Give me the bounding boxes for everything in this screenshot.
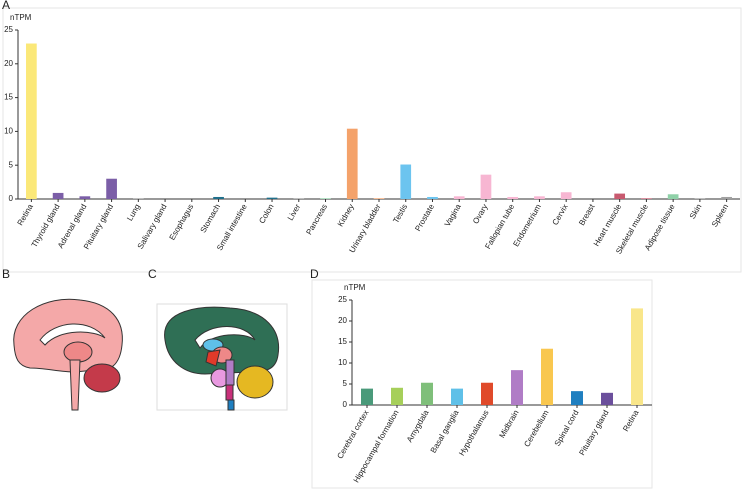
bar: [391, 387, 403, 405]
x-tick-label: Skin: [688, 203, 704, 221]
y-tick-label: 0: [9, 194, 14, 203]
x-tick-label: Amygdala: [405, 408, 431, 444]
x-tick-label: Basal ganglia: [429, 408, 461, 455]
y-tick-label: 10: [4, 127, 13, 136]
bar: [507, 196, 519, 199]
bar: [480, 174, 492, 199]
bar: [721, 196, 732, 199]
bar: [26, 43, 37, 199]
bar: [373, 198, 385, 199]
y-tick-label: 15: [4, 93, 13, 102]
panel-d-frame: [311, 279, 653, 489]
bar: [106, 178, 117, 199]
x-tick-label: Ovary: [471, 203, 489, 226]
x-tick-label: Retina: [16, 202, 36, 227]
x-tick-label: Hypothalamus: [457, 409, 490, 458]
x-tick-label: Lung: [125, 203, 142, 223]
x-tick-label: Midbrain: [497, 409, 520, 440]
bar: [534, 196, 545, 199]
panel-c-frame: [156, 303, 288, 411]
x-tick-label: Esophagus: [168, 203, 196, 242]
y-tick-label: 5: [9, 160, 14, 169]
bar: [293, 198, 305, 199]
bar: [694, 198, 706, 199]
x-tick-label: Endometrium: [511, 202, 543, 248]
bar: [400, 164, 412, 199]
bar: [631, 308, 643, 405]
bar: [601, 392, 613, 405]
bar: [427, 196, 438, 199]
bar: [132, 198, 144, 199]
bar: [571, 391, 583, 405]
x-tick-label: Spinal cord: [553, 409, 581, 448]
x-tick-label: Kidney: [336, 203, 356, 229]
x-tick-label: Breast: [577, 202, 597, 227]
bar: [511, 370, 523, 405]
y-tick-label: 25: [338, 295, 347, 304]
y-tick-label: 15: [338, 337, 347, 346]
x-tick-label: Stomach: [199, 203, 223, 235]
bar: [481, 382, 493, 405]
y-tick-label: 20: [4, 59, 13, 68]
bar: [667, 194, 679, 199]
bar: [361, 388, 373, 405]
x-tick-label: Liver: [286, 202, 303, 222]
bar: [560, 192, 572, 199]
y-tick-label: 20: [338, 316, 347, 325]
bar: [451, 388, 463, 405]
x-tick-label: Pituitary gland: [577, 409, 610, 457]
x-tick-label: Pancreas: [304, 203, 329, 237]
x-tick-label: Cerebellum: [522, 408, 550, 448]
bar: [320, 198, 331, 199]
x-tick-label: Pituitary gland: [82, 203, 115, 251]
x-tick-label: Testis: [391, 203, 409, 225]
bar: [79, 196, 91, 199]
bar: [421, 382, 433, 405]
y-tick-label: 10: [338, 358, 347, 367]
bar: [453, 196, 465, 199]
bar: [641, 198, 652, 199]
y-tick-label: 25: [4, 25, 13, 34]
x-tick-label: Cerebral cortex: [335, 409, 370, 461]
panel-label: A: [2, 0, 10, 12]
panel-a-frame: [2, 7, 742, 273]
x-tick-label: Spleen: [710, 203, 730, 229]
y-axis-label: nTPM: [344, 283, 366, 292]
bar: [266, 197, 278, 199]
y-tick-label: 5: [343, 379, 348, 388]
x-tick-label: Salivary gland: [136, 203, 169, 251]
bar: [614, 193, 626, 199]
x-tick-label: Heart muscle: [592, 202, 624, 248]
panel-label: C: [148, 267, 157, 281]
bar: [346, 128, 358, 199]
y-tick-label: 0: [343, 400, 348, 409]
bar: [213, 196, 224, 199]
bar: [541, 348, 553, 405]
x-tick-label: Retina: [621, 408, 641, 433]
x-tick-label: Cervix: [551, 203, 570, 227]
x-tick-label: Prostate: [413, 202, 436, 233]
x-tick-label: Colon: [257, 203, 275, 226]
panel-label: B: [2, 267, 10, 281]
x-tick-label: Vagina: [443, 202, 463, 228]
brain-illustration-c: [164, 306, 280, 411]
brain-illustration-b: [13, 298, 123, 411]
bar: [52, 192, 64, 199]
y-axis-label: nTPM: [10, 13, 32, 22]
panel-label: D: [310, 267, 319, 281]
